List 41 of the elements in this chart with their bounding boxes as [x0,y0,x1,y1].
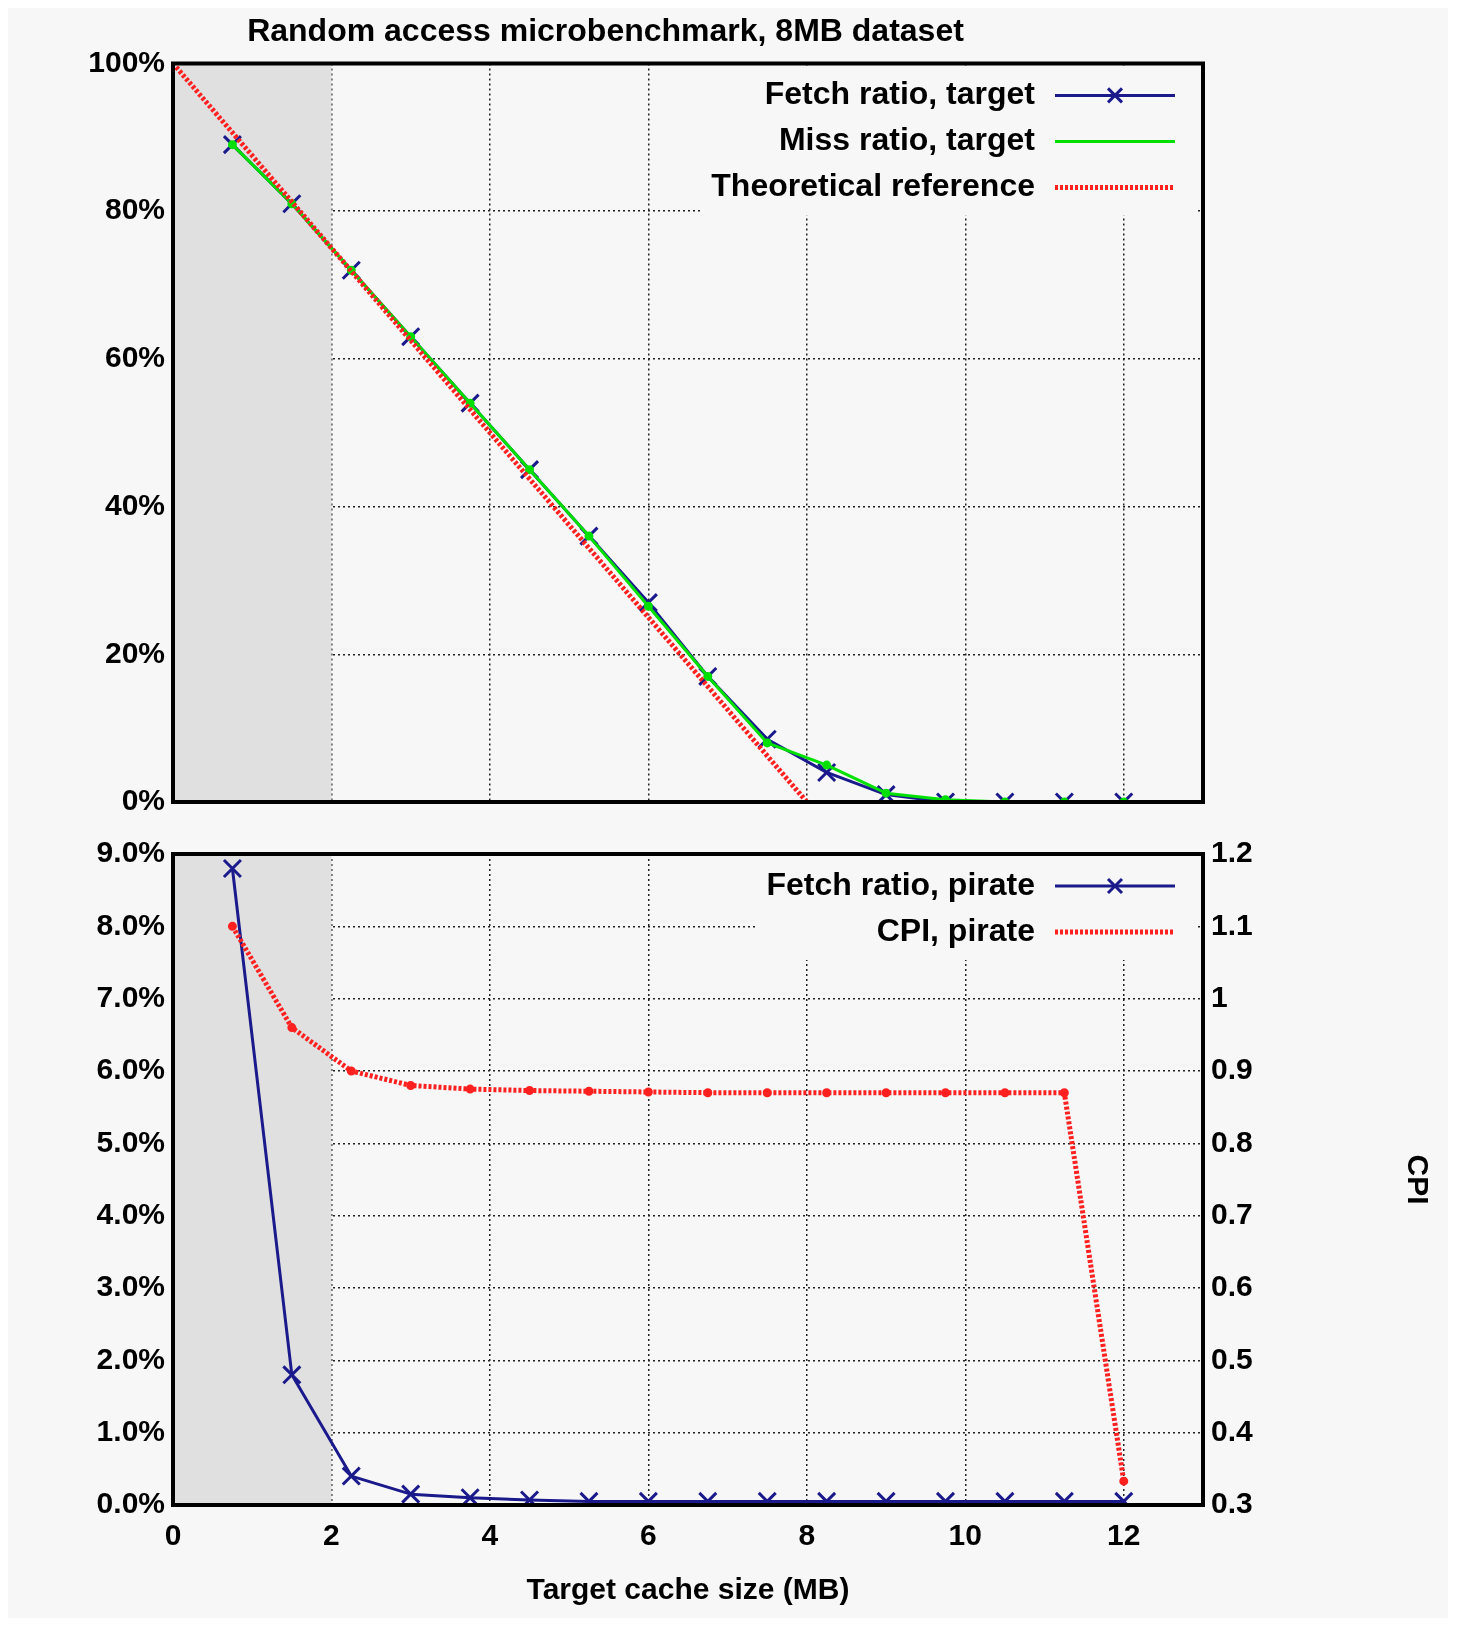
x-tick-label: 4 [481,1518,499,1552]
x-tick-label: 12 [1107,1518,1141,1552]
y-tick-label: 9.0% [96,835,165,869]
y-tick-label: 0% [121,783,165,817]
y-tick-label: 20% [104,635,165,669]
legend-label: Miss ratio, target [778,121,1036,158]
y2-tick-label: 0.4 [1211,1413,1254,1447]
y2-tick-label: 1.2 [1211,835,1253,869]
legend-label: Fetch ratio, pirate [766,865,1035,902]
y2-tick-label: 1 [1211,979,1228,1013]
legend-label: Fetch ratio, target [764,75,1036,112]
y2-tick-label: 0.8 [1211,1124,1253,1158]
y2-axis-title: CPI [1401,1154,1435,1205]
legend-label: Theoretical reference [711,167,1035,204]
y-tick-label: 4.0% [96,1196,165,1230]
y-tick-label: 5.0% [96,1124,165,1158]
y2-tick-label: 0.3 [1211,1486,1253,1520]
x-tick-label: 6 [640,1518,657,1552]
y2-tick-label: 1.1 [1211,907,1253,941]
y2-tick-label: 0.7 [1211,1196,1253,1230]
y2-tick-label: 0.9 [1211,1052,1253,1086]
y-tick-label: 0.0% [96,1486,165,1520]
x-tick-label: 2 [323,1518,340,1552]
y2-tick-label: 0.5 [1211,1341,1253,1375]
y-tick-label: 6.0% [96,1052,165,1086]
chart-title: Random access microbenchmark, 8MB dataset [247,12,965,49]
y-tick-label: 40% [104,487,165,521]
y-tick-label: 7.0% [96,979,165,1013]
x-axis-title: Target cache size (MB) [526,1572,850,1606]
y-tick-label: 80% [104,192,165,226]
y-tick-label: 60% [104,340,165,374]
x-tick-label: 0 [164,1518,182,1552]
y-tick-label: 3.0% [96,1269,165,1303]
y2-tick-label: 0.6 [1211,1269,1253,1303]
x-tick-label: 10 [948,1518,982,1552]
y-tick-label: 2.0% [96,1341,165,1375]
y-tick-label: 100% [88,44,165,78]
legend-label: CPI, pirate [876,911,1035,948]
y-tick-label: 8.0% [96,907,165,941]
x-tick-label: 8 [798,1518,816,1552]
y-tick-label: 1.0% [96,1413,165,1447]
